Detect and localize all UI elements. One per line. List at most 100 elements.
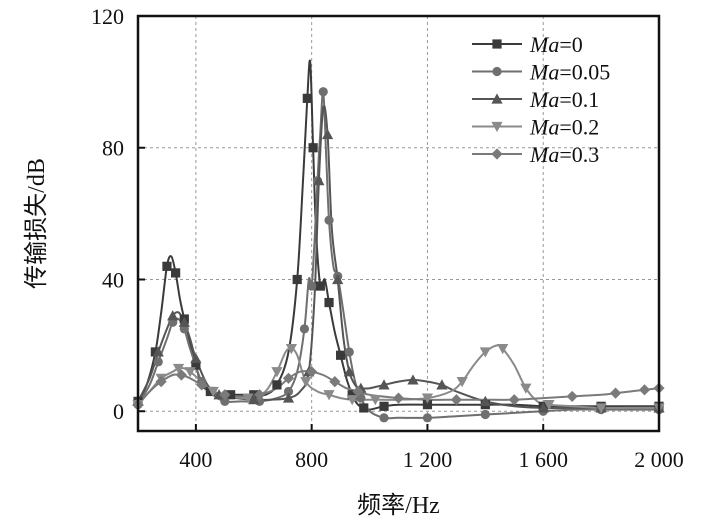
data-point-2 — [190, 352, 202, 364]
data-point-4 — [638, 384, 651, 396]
data-point-4 — [508, 394, 520, 406]
y-axis-title: 传输损失/dB — [23, 158, 50, 289]
data-point-4 — [609, 387, 622, 399]
data-point-2 — [436, 379, 448, 390]
data-point-3 — [369, 395, 381, 406]
data-point-3 — [207, 386, 219, 398]
data-point-3 — [346, 395, 358, 406]
data-point-0 — [292, 274, 302, 285]
x-tick-label: 1 200 — [403, 447, 453, 472]
data-point-4 — [566, 390, 578, 403]
data-point-4 — [196, 379, 208, 391]
data-point-3 — [300, 376, 312, 388]
data-point-2 — [378, 379, 390, 390]
data-point-3 — [285, 344, 298, 355]
series-line-0 — [137, 59, 659, 411]
data-point-3 — [543, 400, 555, 411]
x-tick-label: 2 000 — [634, 447, 684, 472]
data-point-3 — [595, 403, 607, 414]
data-point-2 — [321, 128, 334, 140]
data-point-0 — [422, 400, 433, 410]
data-point-1 — [344, 347, 354, 357]
legend-marker-0 — [492, 39, 502, 49]
data-point-2 — [282, 392, 295, 403]
tick-labels: 400 800 1 200 1 600 2 000 0 40 80 120 — [91, 4, 684, 472]
data-point-1 — [422, 413, 433, 423]
data-point-2 — [152, 346, 164, 357]
data-point-3 — [497, 344, 509, 355]
data-point-2 — [537, 402, 549, 413]
legend-label-4: Ma=0.3 — [529, 142, 599, 167]
data-point-2 — [167, 310, 179, 321]
data-point-2 — [407, 374, 419, 385]
data-point-3 — [421, 393, 434, 404]
y-tick-label: 80 — [102, 136, 124, 161]
legend-marker-4 — [491, 148, 503, 160]
data-point-0 — [315, 281, 325, 291]
data-point-0 — [308, 143, 318, 153]
data-point-1 — [318, 87, 328, 97]
data-point-4 — [175, 369, 188, 381]
data-point-0 — [162, 261, 172, 271]
data-point-2 — [479, 395, 491, 406]
series-line-3 — [137, 344, 659, 410]
series-line-1 — [137, 90, 659, 420]
data-point-0 — [171, 268, 181, 278]
legend-label-1: Ma=0.05 — [529, 60, 610, 85]
data-point-4 — [282, 372, 295, 384]
data-point-3 — [520, 383, 532, 394]
data-point-3 — [172, 363, 185, 375]
data-point-1 — [299, 324, 310, 334]
data-point-3 — [456, 376, 468, 388]
data-point-0 — [379, 401, 389, 411]
x-tick-label: 1 600 — [518, 447, 568, 472]
data-point-4 — [352, 385, 364, 398]
data-point-3 — [184, 367, 196, 378]
data-point-0 — [359, 403, 369, 413]
x-tick-label: 800 — [295, 447, 328, 472]
data-point-1 — [283, 386, 294, 397]
data-point-1 — [307, 281, 317, 291]
y-tick-label: 40 — [102, 267, 124, 292]
data-point-3 — [242, 393, 254, 404]
data-point-1 — [324, 215, 334, 225]
data-point-4 — [392, 392, 405, 404]
data-point-0 — [302, 93, 312, 103]
data-point-2 — [248, 394, 260, 405]
legend-label-0: Ma=0 — [529, 32, 583, 57]
data-point-2 — [332, 273, 344, 285]
data-point-4 — [253, 389, 266, 401]
data-point-3 — [271, 367, 283, 378]
data-point-4 — [306, 366, 318, 378]
series-markers — [132, 87, 665, 423]
data-point-2 — [313, 175, 325, 186]
data-point-2 — [178, 316, 190, 327]
data-point-1 — [153, 357, 163, 367]
y-tick-label: 0 — [113, 399, 124, 424]
data-point-4 — [329, 375, 341, 388]
data-point-3 — [479, 347, 491, 358]
data-point-4 — [155, 375, 167, 388]
data-point-4 — [450, 394, 462, 406]
axis-ticks — [138, 15, 660, 431]
plot-frame — [136, 14, 661, 433]
legend-marker-2 — [491, 93, 503, 104]
x-axis-title: 频率/Hz — [357, 492, 440, 519]
data-point-0 — [226, 390, 236, 400]
legend-marker-3 — [491, 121, 503, 133]
legend-marker-1 — [492, 66, 502, 77]
data-point-2 — [343, 366, 355, 377]
data-point-0 — [324, 297, 334, 308]
data-point-1 — [480, 409, 490, 420]
grid-lines — [138, 16, 659, 431]
data-point-3 — [323, 390, 335, 401]
data-point-0 — [336, 350, 346, 360]
x-tick-label: 400 — [179, 447, 212, 472]
data-point-1 — [379, 413, 389, 423]
y-tick-label: 120 — [91, 4, 124, 29]
data-point-0 — [191, 360, 201, 370]
legend-label-2: Ma=0.1 — [529, 87, 599, 112]
data-point-0 — [347, 390, 357, 400]
